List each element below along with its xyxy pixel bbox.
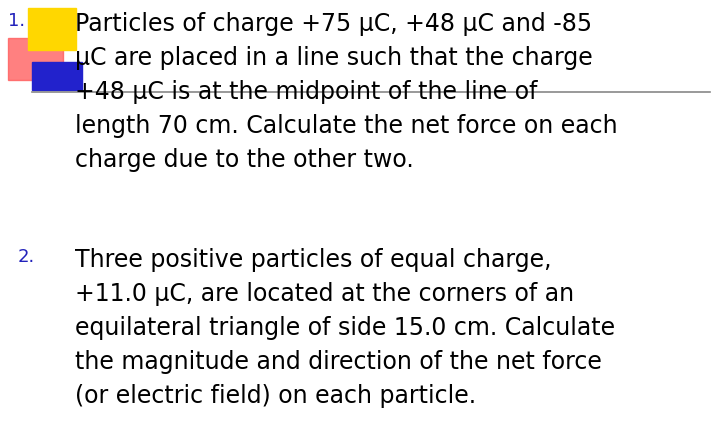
Text: +11.0 μC, are located at the corners of an: +11.0 μC, are located at the corners of … [75,282,574,306]
Bar [28,8,76,50]
Text: Particles of charge +75 μC, +48 μC and -85: Particles of charge +75 μC, +48 μC and -… [75,12,592,36]
Text: 2.: 2. [18,248,35,266]
Text: 1.: 1. [8,12,25,30]
Text: charge due to the other two.: charge due to the other two. [75,148,414,172]
Text: +48 μC is at the midpoint of the line of: +48 μC is at the midpoint of the line of [75,80,538,104]
Text: length 70 cm. Calculate the net force on each: length 70 cm. Calculate the net force on… [75,114,618,138]
Text: the magnitude and direction of the net force: the magnitude and direction of the net f… [75,350,602,374]
Bar [8,38,63,80]
Text: (or electric field) on each particle.: (or electric field) on each particle. [75,384,476,408]
Text: equilateral triangle of side 15.0 cm. Calculate: equilateral triangle of side 15.0 cm. Ca… [75,316,615,340]
Text: Three positive particles of equal charge,: Three positive particles of equal charge… [75,248,552,272]
Bar [32,62,82,90]
Text: μC are placed in a line such that the charge: μC are placed in a line such that the ch… [75,46,593,70]
